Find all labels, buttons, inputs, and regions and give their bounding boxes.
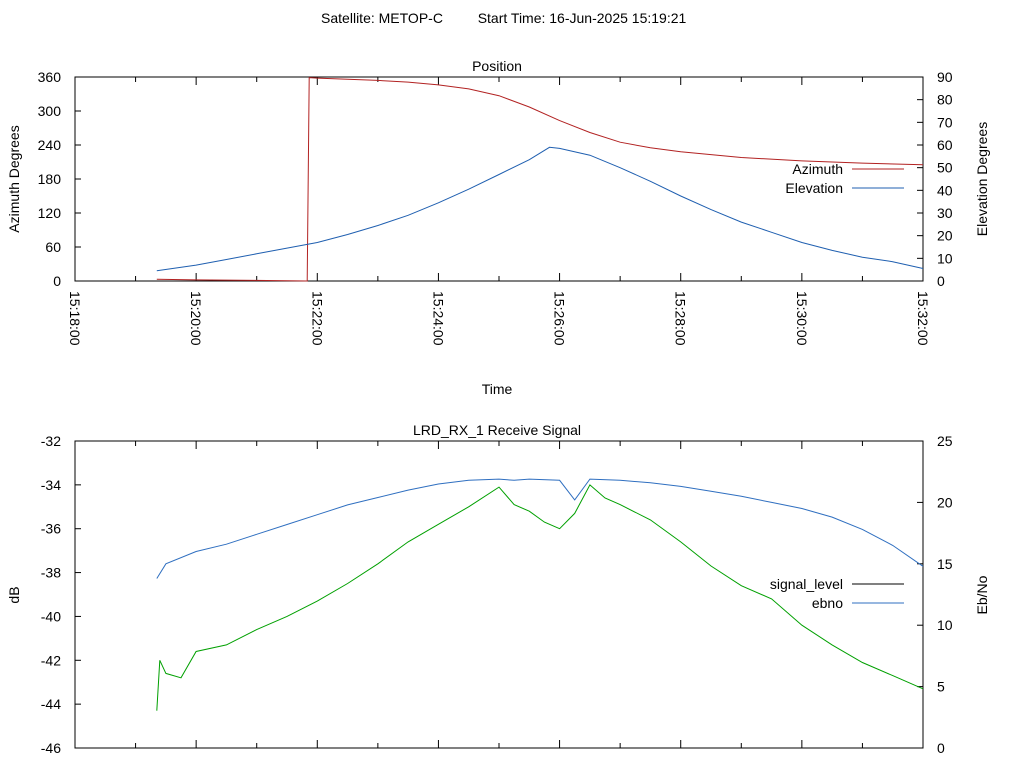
y-tick-label: -42 [41,652,61,668]
figure-header: Satellite: METOP-C Start Time: 16-Jun-20… [321,10,686,26]
y-tick-label: -46 [41,740,61,756]
time-axis-label: Time [482,381,513,397]
y-tick-label: 300 [38,103,62,119]
x-tick-label: 15:28:00 [673,291,689,346]
y-tick-label: -44 [41,696,61,712]
y-tick-label: 120 [38,205,62,221]
y2-tick-label: 30 [937,205,953,221]
db-axis-label: dB [6,586,22,603]
y2-tick-label: 90 [937,69,953,85]
legend-label-signal-level: signal_level [770,576,843,592]
x-tick-label: 15:22:00 [309,291,325,346]
x-tick-label: 15:18:00 [67,291,83,346]
position-axes: 0 60 120 180 240 300 360 0 10 20 30 40 50 60 70 80 90 15:… [38,69,953,346]
y2-tick-label: 60 [937,137,953,153]
y-tick-label: 360 [38,69,62,85]
y-tick-label: 60 [45,239,61,255]
y-tick-label: -36 [41,521,61,537]
azimuth-axis-label: Azimuth Degrees [6,125,22,232]
y2-tick-label: 0 [937,273,945,289]
y-tick-label: -38 [41,565,61,581]
signal-chart-title: LRD_RX_1 Receive Signal [413,422,581,438]
y-tick-label: -34 [41,477,61,493]
series-line-elevation [156,146,924,272]
y2-tick-label: 0 [937,740,945,756]
signal-chart: LRD_RX_1 Receive Signal dB Eb/No -46-44-… [6,422,990,756]
position-series [156,77,924,282]
series-line-signal-level [156,484,924,711]
position-legend: Azimuth Elevation [785,161,904,196]
y2-tick-label: 5 [937,679,945,695]
legend-label-ebno: ebno [812,595,843,611]
position-chart: Position Azimuth Degrees Elevation Degre… [6,58,990,397]
series-line-azimuth [156,77,924,282]
start-time-label: Start Time: 16-Jun-2025 15:19:21 [478,10,687,26]
signal-legend: signal_level ebno [770,576,904,611]
y2-tick-label: 25 [937,433,953,449]
y-tick-label: -32 [41,433,61,449]
position-plot-frame [74,76,924,282]
elevation-axis-label: Elevation Degrees [974,122,990,236]
x-tick-label: 15:30:00 [794,291,810,346]
y-tick-label: 240 [38,137,62,153]
signal-axes: -46 -44 -42 -40 -38 -36 -34 -32 0 5 10 15 20 25 [41,433,953,756]
x-tick-label: 15:26:00 [552,291,568,346]
y2-tick-label: 20 [937,228,953,244]
x-tick-label: 15:24:00 [430,291,446,346]
y-tick-label: -40 [41,608,61,624]
y2-tick-label: 40 [937,182,953,198]
y2-tick-label: 15 [937,556,953,572]
position-chart-title: Position [472,58,522,74]
y2-tick-label: 70 [937,114,953,130]
signal-series [156,478,924,711]
ebno-axis-label: Eb/No [974,575,990,614]
y2-tick-label: 20 [937,494,953,510]
series-line-ebno [156,478,924,579]
y2-tick-label: 80 [937,92,953,108]
y-tick-label: 180 [38,171,62,187]
y2-tick-label: 50 [937,160,953,176]
legend-label-elevation: Elevation [785,180,843,196]
y2-tick-label: 10 [937,617,953,633]
legend-label-azimuth: Azimuth [792,161,843,177]
x-tick-label: 15:32:00 [915,291,931,346]
y-tick-label: 0 [53,273,61,289]
x-tick-label: 15:20:00 [188,291,204,346]
satellite-label: Satellite: METOP-C [321,10,443,26]
y2-tick-label: 10 [937,250,953,266]
